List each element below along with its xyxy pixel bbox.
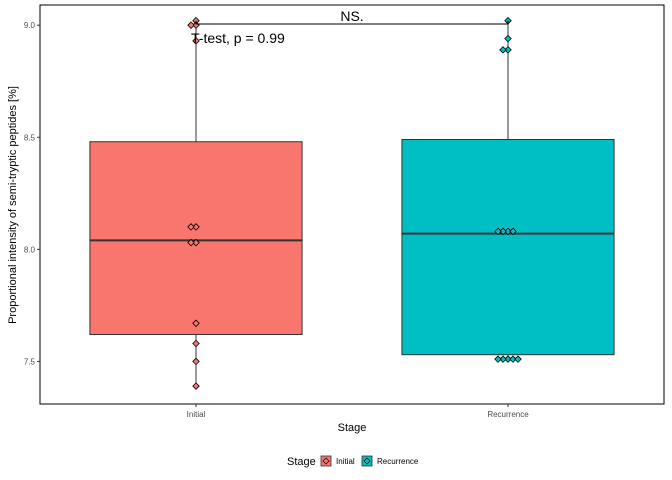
data-point: [504, 355, 512, 363]
legend-label: Initial: [336, 457, 355, 466]
y-axis: 7.5 8.0 8.5 9.0: [24, 21, 40, 366]
data-point: [192, 357, 200, 366]
y-tick-label: 8.5: [24, 133, 36, 142]
data-point: [499, 227, 507, 236]
legend-key-marker: [363, 457, 371, 465]
data-point: [187, 238, 195, 247]
data-point: [499, 46, 507, 54]
test-label: T-test, p = 0.99: [191, 30, 285, 46]
data-point: [504, 227, 512, 236]
legend-label: Recurrence: [377, 457, 419, 466]
data-point: [509, 227, 517, 236]
comparison-bracket: [195, 20, 509, 25]
data-point: [187, 223, 195, 231]
data-point: [192, 382, 200, 390]
data-point: [192, 37, 200, 45]
y-axis-title: Proportional intensity of semi-tryptic p…: [7, 86, 19, 324]
data-point: [504, 46, 512, 54]
data-point: [494, 355, 502, 363]
comparison-label: NS.: [340, 8, 363, 24]
data-point: [192, 238, 200, 247]
x-axis-title: Stage: [338, 422, 367, 434]
data-point: [514, 355, 522, 363]
box-recurrence: [401, 138, 615, 356]
box-initial: [89, 141, 303, 336]
x-axis: Initial Recurrence: [187, 404, 529, 419]
x-tick-label: Recurrence: [487, 410, 529, 419]
data-point: [192, 339, 200, 348]
y-tick-label: 9.0: [24, 21, 36, 30]
boxes: [89, 20, 615, 387]
legend-key-marker: [322, 457, 330, 465]
comparison-annotation: NS. T-test, p = 0.99: [191, 8, 509, 46]
data-point: [192, 319, 200, 328]
data-point: [509, 355, 517, 363]
data-point: [504, 34, 512, 43]
data-point: [499, 355, 507, 363]
data-point: [192, 223, 200, 231]
legend-title: Stage: [287, 456, 316, 468]
legend: Stage Initial Recurrence: [287, 455, 419, 468]
y-tick-label: 8.0: [24, 245, 36, 254]
points: [187, 16, 522, 390]
x-tick-label: Initial: [187, 410, 206, 419]
y-tick-label: 7.5: [24, 357, 36, 366]
data-point: [494, 227, 502, 236]
data-point: [187, 21, 195, 29]
